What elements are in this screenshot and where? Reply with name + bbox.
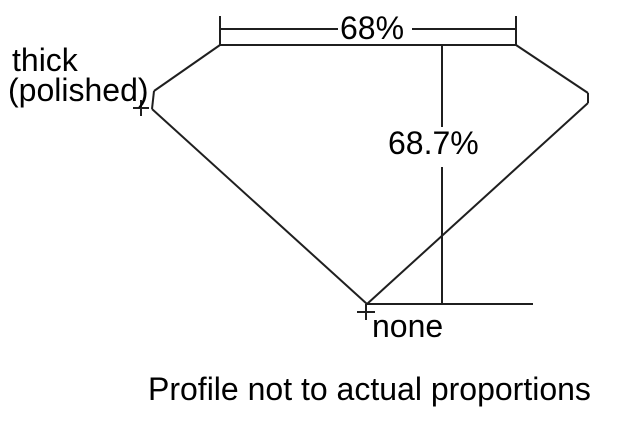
culet-label: none xyxy=(372,308,444,344)
crown-facet-left xyxy=(153,44,221,92)
crown-facet-right xyxy=(515,44,589,94)
girdle-thickness-label-line1: thick xyxy=(12,42,78,78)
total-depth-label: 68.7% xyxy=(388,125,479,161)
pavilion-facet-left xyxy=(151,108,368,305)
profile-disclaimer-caption: Profile not to actual proportions xyxy=(148,371,591,407)
pavilion-facet-right xyxy=(366,102,589,305)
table-width-label: 68% xyxy=(340,10,405,46)
girdle-thickness-label-line2: (polished) xyxy=(8,72,149,108)
girdle-edge-left xyxy=(151,90,155,110)
